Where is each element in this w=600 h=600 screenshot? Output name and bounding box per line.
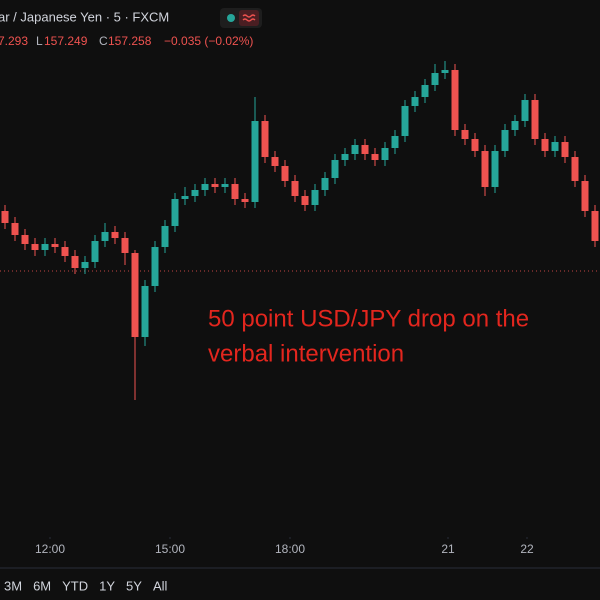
candle-body [191, 190, 199, 196]
candle-body [321, 178, 329, 190]
low-value: 157.249 [44, 34, 88, 48]
market-dot [227, 14, 235, 22]
candle-body [141, 286, 149, 337]
candle-body [281, 166, 289, 181]
candle-body [581, 181, 589, 211]
x-tick-label: 15:00 [155, 542, 185, 556]
candle-body [301, 196, 309, 205]
candle-body [161, 226, 169, 247]
delay-icon [242, 14, 256, 22]
candle-body [551, 142, 559, 151]
candle-body [521, 100, 529, 121]
x-tick-label: 18:00 [275, 542, 305, 556]
candle-body [61, 247, 69, 256]
candle-body [511, 121, 519, 130]
range-button[interactable]: 6M [33, 578, 51, 593]
candle-body [361, 145, 369, 154]
delay-badge [239, 10, 259, 26]
range-button[interactable]: 5Y [126, 578, 142, 593]
candle-body [241, 199, 249, 202]
candle-body [91, 241, 99, 262]
candle-body [71, 256, 79, 268]
annotation: verbal intervention [208, 340, 404, 367]
candle-body [251, 121, 259, 202]
candle-body [501, 130, 509, 151]
range-button[interactable]: 1Y [99, 578, 115, 593]
x-tick-label: 22 [520, 542, 534, 556]
candle-body [41, 244, 49, 250]
candle-body [291, 181, 299, 196]
x-tick-label: 21 [441, 542, 455, 556]
candle-body [201, 184, 209, 190]
x-tick-label: 12:00 [35, 542, 65, 556]
candle-body [181, 196, 189, 199]
close-label: C [99, 34, 108, 48]
candle-body [421, 85, 429, 97]
candle-body [231, 184, 239, 199]
change-value: −0.035 (−0.02%) [164, 34, 253, 48]
close-value: 157.258 [108, 34, 152, 48]
candle-body [561, 142, 569, 157]
candle-body [451, 70, 459, 130]
candle-body [481, 151, 489, 187]
candle-body [81, 262, 89, 268]
candle-body [471, 139, 479, 151]
candle-body [401, 106, 409, 136]
candle-body [491, 151, 499, 187]
open-value: 7.293 [0, 34, 28, 48]
range-buttons: 3M 6M YTD 1Y 5Y All [4, 578, 167, 593]
range-button[interactable]: YTD [62, 578, 88, 593]
candle-body [571, 157, 579, 181]
plot-area: 12:00 15:00 18:00 21 22 [0, 61, 600, 556]
candle-body [101, 232, 109, 241]
candle-body [111, 232, 119, 238]
candle-body [531, 100, 539, 139]
candle-body [351, 145, 359, 154]
candle-body [211, 184, 219, 187]
annotation: 50 point USD/JPY drop on the [208, 305, 529, 332]
candle-body [541, 139, 549, 151]
candle-body [411, 97, 419, 106]
candle-body [131, 253, 139, 337]
candle-body [591, 211, 599, 241]
candle-body [311, 190, 319, 205]
candle-body [151, 247, 159, 286]
candle-body [221, 184, 229, 187]
candle-body [51, 244, 59, 247]
candle-body [391, 136, 399, 148]
candle-body [121, 238, 129, 253]
candle-body [441, 70, 449, 73]
candle-body [31, 244, 39, 250]
range-button[interactable]: All [153, 578, 168, 593]
candle-body [11, 223, 19, 235]
candle-body [1, 211, 9, 223]
range-button[interactable]: 3M [4, 578, 22, 593]
candle-body [21, 235, 29, 244]
low-label: L [36, 34, 43, 48]
status-icons [220, 8, 262, 28]
candle-body [271, 157, 279, 166]
candle-body [381, 148, 389, 160]
candle-body [261, 121, 269, 157]
candle-body [461, 130, 469, 139]
candle-body [331, 160, 339, 178]
candle-body [431, 73, 439, 85]
candle-body [371, 154, 379, 160]
symbol-title: ar / Japanese Yen · 5 · FXCM [0, 9, 169, 24]
candle-body [341, 154, 349, 160]
candle-body [171, 199, 179, 226]
